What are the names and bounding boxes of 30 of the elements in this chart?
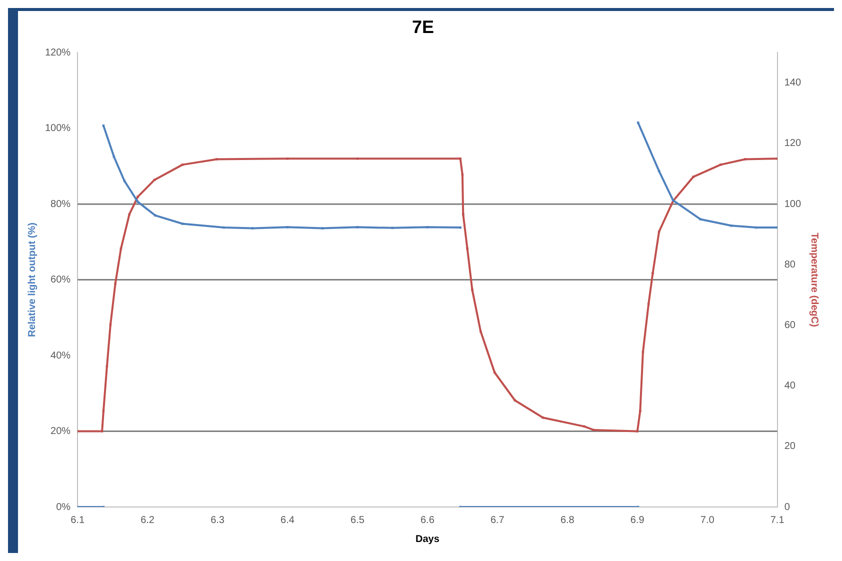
y-tick-label: 40% (50, 350, 71, 362)
x-tick-label: 6.7 (490, 514, 505, 526)
y-tick-label: 120% (45, 47, 71, 58)
y2-tick-label: 20 (784, 441, 796, 452)
chart-title: 7E (412, 16, 434, 37)
x-tick-label: 6.4 (280, 514, 295, 526)
y2-tick-label: 140 (784, 78, 802, 89)
x-tick-label: 6.8 (560, 514, 575, 526)
x-tick-label: 6.2 (140, 514, 155, 526)
x-tick-label: 7.1 (770, 514, 785, 526)
x-tick-label: 6.5 (350, 514, 365, 526)
x-tick-label: 6.9 (630, 514, 645, 526)
y2-tick-label: 100 (784, 198, 802, 210)
x-tick-label: 7.0 (700, 514, 715, 526)
y-tick-label: 80% (50, 198, 71, 210)
y-tick-label: 20% (50, 426, 71, 438)
x-tick-label: 6.6 (420, 514, 435, 526)
y-tick-label: 0% (56, 502, 71, 513)
y-tick-label: 100% (45, 123, 71, 134)
y2-tick-label: 120 (784, 138, 802, 150)
y2-tick-label: 80 (784, 259, 796, 270)
y2-tick-label: 40 (784, 380, 796, 392)
x-axis-title: Days (415, 534, 440, 545)
y2-tick-label: 0 (784, 502, 790, 513)
y2-axis-title: Temperature (degC) (808, 232, 820, 327)
y2-tick-label: 60 (784, 320, 796, 331)
x-tick-label: 6.3 (210, 514, 225, 526)
y-axis-title: Relative light output (%) (26, 222, 38, 338)
x-tick-label: 6.1 (70, 514, 85, 526)
y-tick-label: 60% (50, 274, 71, 286)
